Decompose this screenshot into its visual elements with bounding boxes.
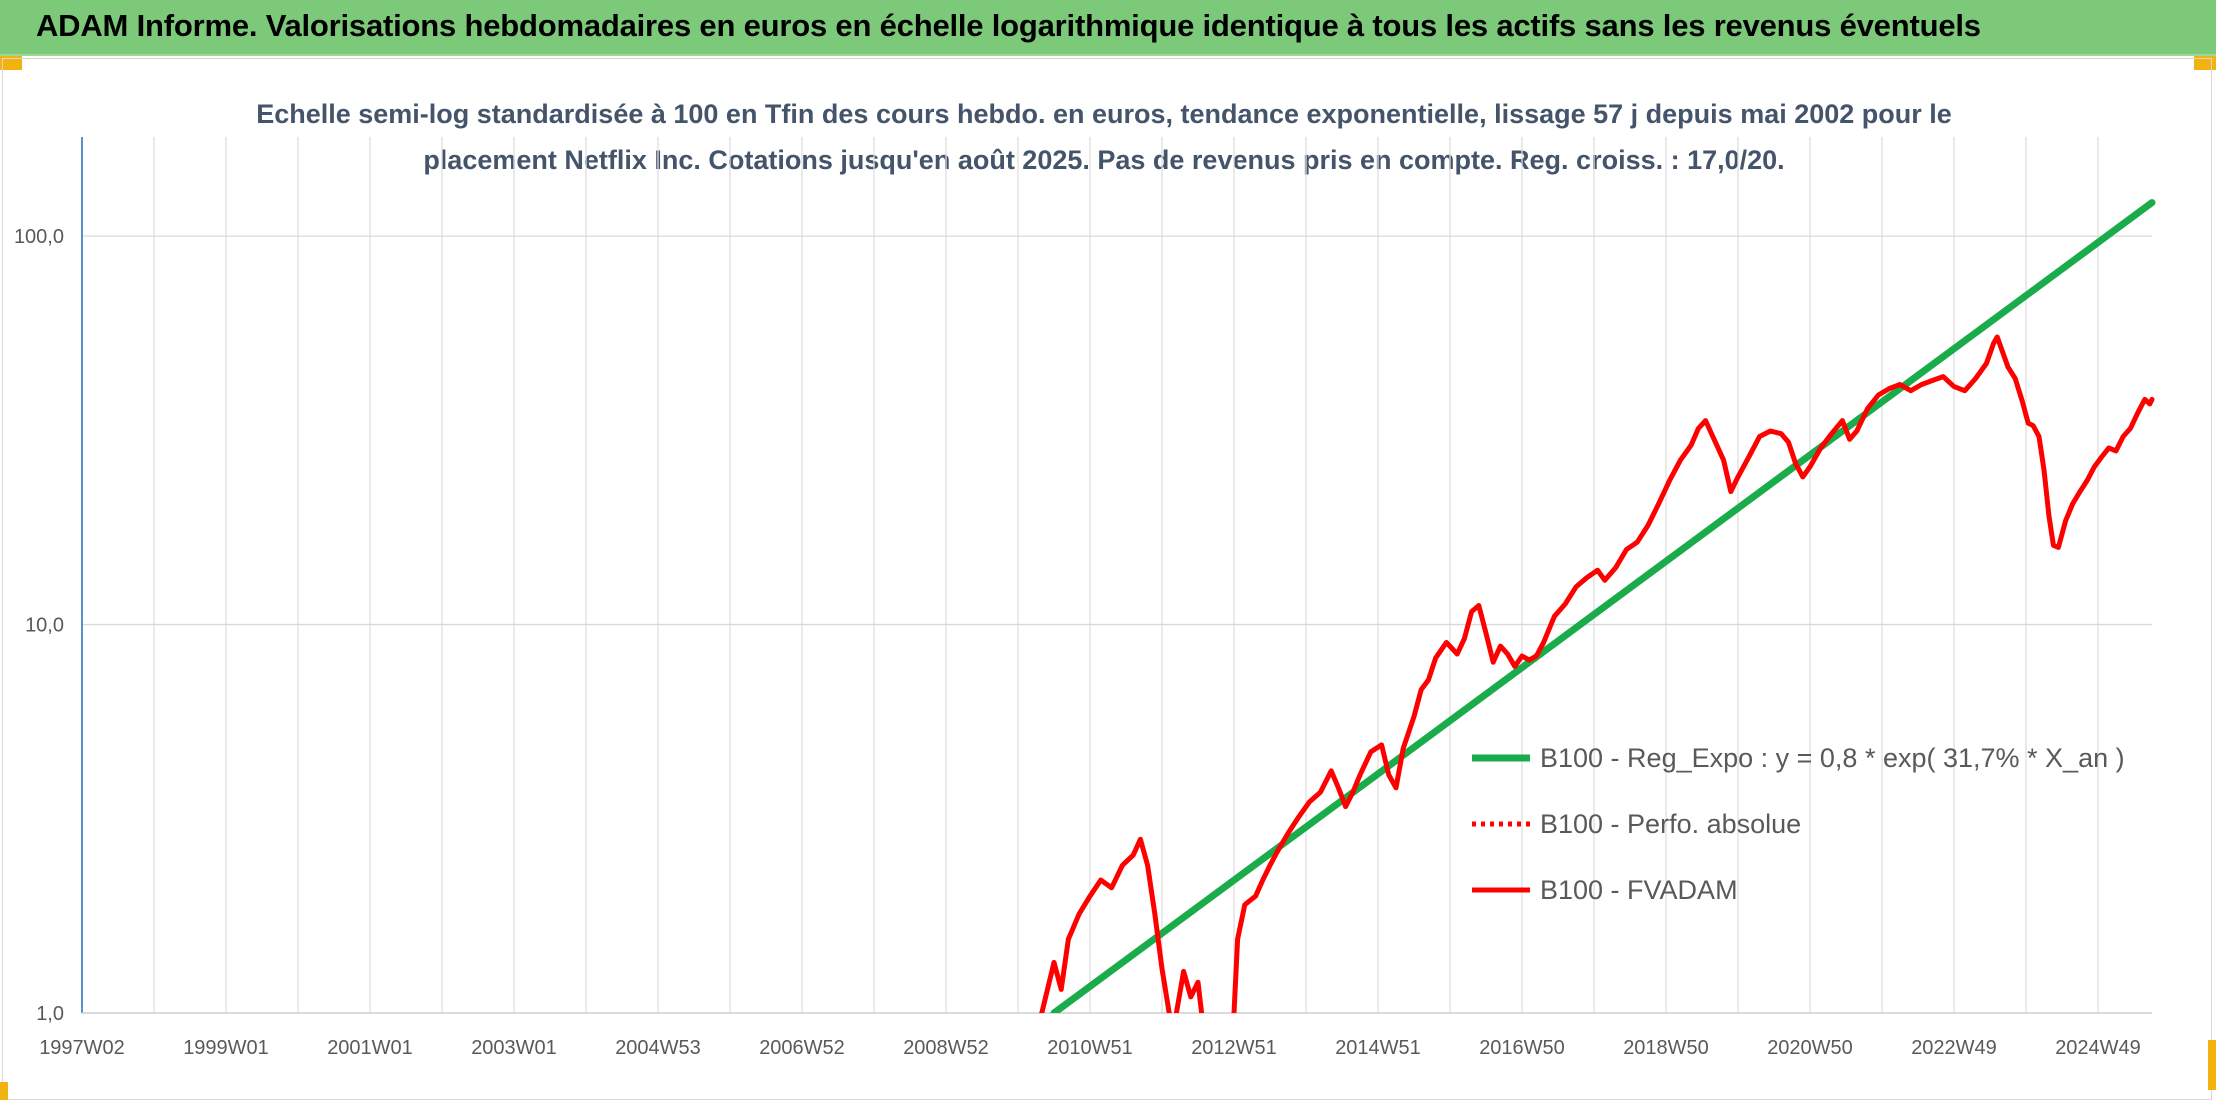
- chart-title-line-2: placement Netflix Inc. Cotations jusqu'e…: [423, 145, 1784, 175]
- x-tick-label: 2006W52: [759, 1037, 845, 1059]
- side-marker-right: [2208, 1040, 2216, 1090]
- x-tick-label: 1999W01: [183, 1037, 269, 1059]
- corner-marker-right: [2194, 56, 2216, 70]
- y-tick-label: 10,0: [25, 615, 64, 637]
- x-tick-label: 2016W50: [1479, 1037, 1565, 1059]
- x-tick-label: 2010W51: [1047, 1037, 1133, 1059]
- legend-entry-label: B100 - Reg_Expo : y = 0,8 * exp( 31,7% *…: [1540, 743, 2125, 773]
- series-layer: [1039, 199, 2156, 1013]
- y-tick-label: 1,0: [36, 1003, 64, 1025]
- x-tick-label: 2012W51: [1191, 1037, 1277, 1059]
- legend-entry-label: B100 - Perfo. absolue: [1540, 809, 1801, 839]
- side-marker-left: [0, 1082, 8, 1100]
- header-bar: ADAM Informe. Valorisations hebdomadaire…: [0, 0, 2216, 56]
- corner-marker-left: [0, 56, 22, 70]
- page-title: ADAM Informe. Valorisations hebdomadaire…: [36, 8, 1981, 43]
- x-tick-label: 2001W01: [327, 1037, 413, 1059]
- x-tick-label: 2022W49: [1911, 1037, 1997, 1059]
- chart-frame: [2, 58, 2212, 1100]
- axes: 1,0 10,0 100,0 1997W02 1999W01 2001W01 2003W01…: [14, 137, 2152, 1059]
- x-tick-label: 2008W52: [903, 1037, 989, 1059]
- x-tick-label: 2018W50: [1623, 1037, 1709, 1059]
- y-tick-label: 100,0: [14, 226, 64, 248]
- x-tick-label: 1997W02: [39, 1037, 125, 1059]
- x-tick-label: 2024W49: [2055, 1037, 2141, 1059]
- x-tick-label: 2004W53: [615, 1037, 701, 1059]
- fvadam-line: [1231, 334, 2155, 1013]
- legend-entry-label: B100 - FVADAM: [1540, 875, 1738, 905]
- fvadam-line: [1173, 968, 1205, 1013]
- x-tick-label: 2003W01: [471, 1037, 557, 1059]
- chart-title-line-1: Echelle semi-log standardisée à 100 en T…: [256, 99, 1952, 129]
- fvadam-line: [1039, 836, 1172, 1013]
- x-tick-label: 2020W50: [1767, 1037, 1853, 1059]
- legend: B100 - Reg_Expo : y = 0,8 * exp( 31,7% *…: [1472, 743, 2125, 905]
- trend-line: [1050, 199, 2156, 1013]
- x-tick-label: 2014W51: [1335, 1037, 1421, 1059]
